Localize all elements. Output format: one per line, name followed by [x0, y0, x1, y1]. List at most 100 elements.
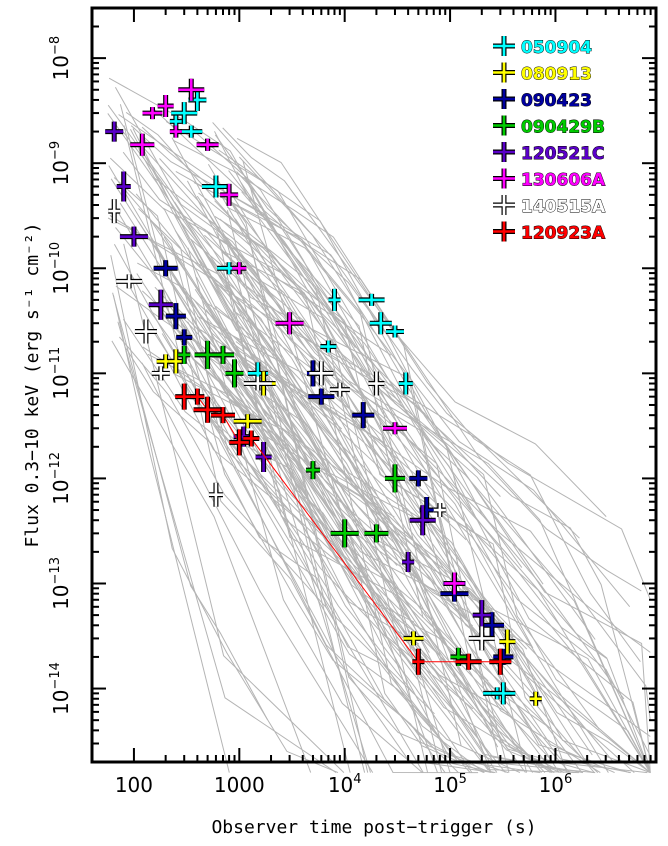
data-point [529, 691, 542, 706]
legend-label: 120521C [521, 144, 604, 164]
x-tick-label: 104 [328, 772, 362, 797]
data-point [499, 629, 516, 654]
data-point [330, 519, 359, 548]
legend-marker [493, 221, 515, 242]
data-point [468, 626, 495, 651]
background-curve [187, 247, 423, 773]
data-point [403, 631, 424, 646]
background-curve [151, 106, 580, 539]
legend-marker [493, 89, 515, 109]
background-curve [222, 266, 464, 664]
data-point [364, 524, 389, 543]
background-curve [242, 160, 474, 627]
data-point [134, 319, 157, 344]
background-curve [151, 328, 521, 774]
background-curve [225, 389, 506, 773]
data-point [369, 312, 392, 335]
background-curve [214, 215, 651, 773]
background-curve [238, 156, 544, 585]
data-point [176, 329, 193, 346]
x-tick-label: 106 [539, 772, 573, 797]
background-curve [187, 321, 351, 773]
background-curve [196, 133, 651, 653]
background-curve [226, 206, 631, 608]
plot-frame [90, 6, 658, 764]
background-curve [154, 245, 651, 737]
background-curve [112, 292, 268, 720]
background-curve [214, 200, 651, 773]
series-140515A [108, 199, 495, 651]
background-curve [123, 243, 345, 773]
background-curve [225, 284, 526, 773]
x-tick-label: 1000 [214, 773, 265, 797]
data-point [201, 175, 230, 198]
legend-label: 140515A [521, 197, 606, 217]
series-090429B [178, 340, 467, 666]
background-curve [193, 299, 443, 591]
background-curve [196, 195, 651, 773]
data-point [243, 376, 272, 391]
y-tick-label: 10−9 [48, 141, 73, 186]
data-point [190, 388, 205, 405]
y-tick-label-group: 10−12 [48, 452, 73, 505]
background-curve [220, 359, 544, 706]
data-point [119, 226, 148, 247]
y-tick-label: 10−12 [48, 452, 73, 505]
data-point [116, 274, 143, 289]
x-tick-label: 105 [433, 772, 467, 797]
data-point [169, 115, 182, 128]
data-point [153, 260, 178, 277]
data-point [382, 422, 407, 435]
background-curve [238, 360, 542, 773]
background-curve [125, 111, 334, 374]
data-point [358, 293, 385, 306]
legend-label: 130606A [521, 171, 606, 191]
data-point [243, 430, 260, 447]
background-curve [222, 127, 571, 773]
data-point [384, 464, 405, 493]
data-point [489, 648, 512, 675]
legend: 050904 080913 090423 090429B 120521C 130606A 1… [493, 36, 606, 244]
series-130606A [130, 78, 490, 645]
background-curve [111, 340, 312, 773]
y-tick-label: 10−11 [48, 347, 73, 400]
data-point [491, 682, 516, 705]
y-tick-label-group: 10−14 [48, 662, 73, 715]
background-curve [229, 190, 600, 730]
background-curve [175, 170, 596, 640]
legend-marker [493, 195, 515, 215]
data-point [196, 138, 219, 151]
data-point [178, 345, 191, 364]
data-point [142, 107, 163, 120]
data-point [171, 102, 198, 125]
data-point [208, 482, 223, 507]
data-point [433, 503, 446, 518]
legend-marker [493, 168, 515, 189]
background-lightcurves [107, 77, 651, 774]
series-080913 [156, 349, 542, 706]
background-curve [141, 362, 374, 773]
background-curve [110, 255, 339, 774]
background-curve [236, 137, 607, 517]
data-point [169, 125, 182, 138]
background-curve [203, 268, 399, 483]
background-curve [237, 353, 651, 773]
legend-marker [493, 62, 515, 83]
data-point [309, 361, 334, 386]
background-curve [214, 282, 651, 773]
series-050904 [169, 88, 516, 705]
background-curve [125, 348, 459, 773]
background-curve [232, 196, 651, 600]
data-point [255, 441, 272, 472]
background-curve [147, 353, 430, 653]
data-point [305, 461, 320, 480]
data-point [409, 505, 436, 536]
y-tick-label-group: 10−13 [48, 557, 73, 610]
data-point [193, 396, 222, 423]
background-curve [125, 190, 555, 774]
background-curve [240, 182, 608, 659]
series-120923A [175, 383, 512, 675]
background-curve [204, 234, 651, 773]
data-point [472, 600, 491, 631]
